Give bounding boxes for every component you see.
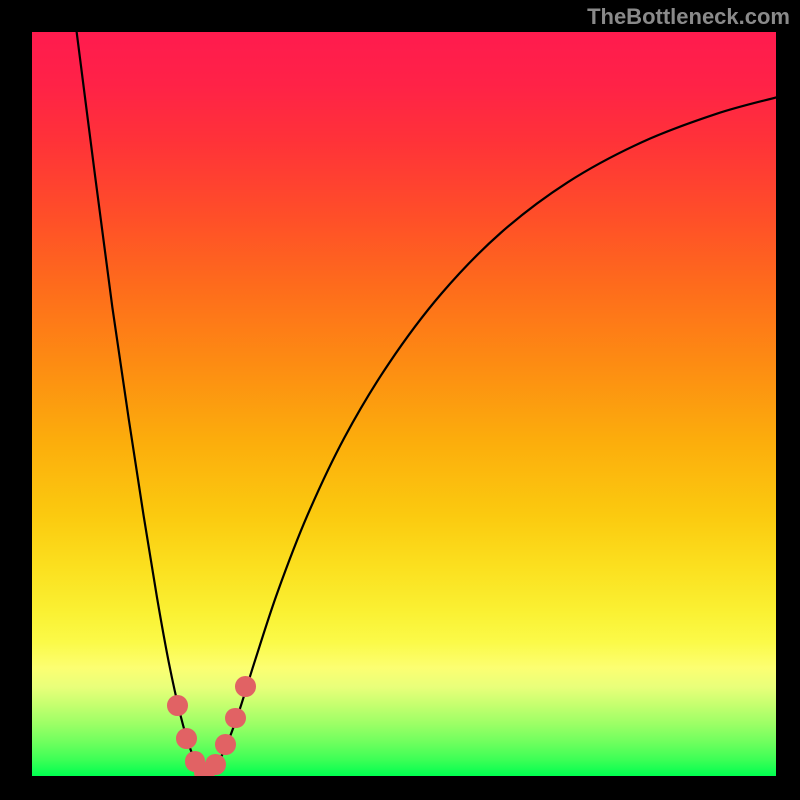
plot-area xyxy=(32,32,776,776)
curve-layer xyxy=(32,32,776,776)
bottleneck-curve xyxy=(77,32,776,775)
canvas-frame: TheBottleneck.com xyxy=(0,0,800,800)
watermark-text: TheBottleneck.com xyxy=(587,4,790,30)
